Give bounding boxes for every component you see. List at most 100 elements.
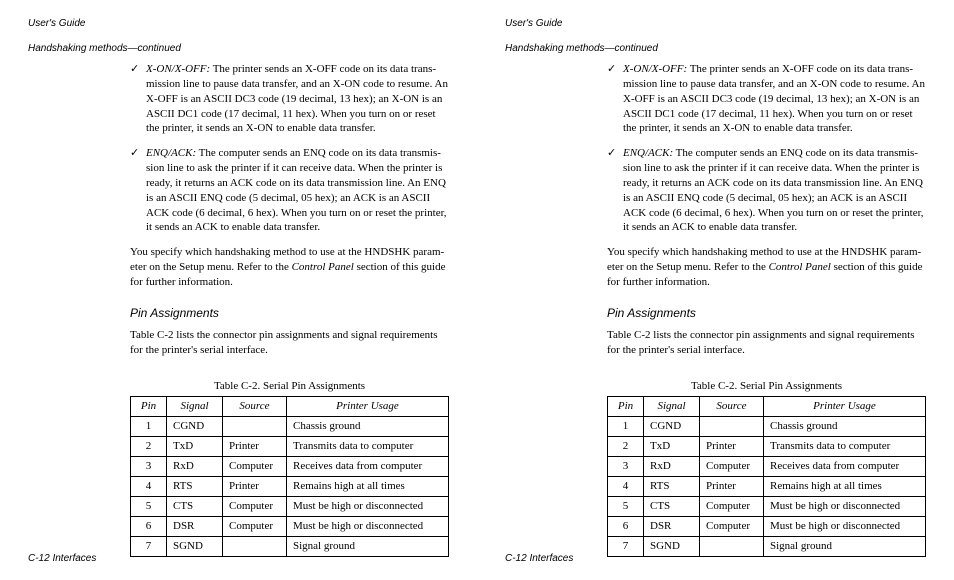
cell-usage: Signal ground [764, 536, 926, 556]
body-content: ✓ X-ON/X-OFF: The printer sends an X-OFF… [28, 62, 449, 300]
bullet-enq-ack: ✓ ENQ/ACK: The computer sends an ENQ cod… [130, 146, 449, 235]
cell-signal: SGND [167, 536, 223, 556]
cell-source: Printer [223, 436, 287, 456]
col-pin: Pin [608, 396, 644, 416]
section-pin-assignments: Pin Assignments [28, 306, 449, 320]
method-paragraph: You specify which handshaking method to … [607, 245, 926, 290]
cell-signal: RTS [167, 476, 223, 496]
cell-source: Printer [700, 476, 764, 496]
method-paragraph: You specify which handshaking method to … [130, 245, 449, 290]
bullet-text: The computer sends an ENQ code on its da… [623, 147, 924, 233]
bullet-enq-ack: ✓ ENQ/ACK: The computer sends an ENQ cod… [607, 146, 926, 235]
cell-usage: Must be high or disconnected [287, 516, 449, 536]
cell-pin: 5 [608, 496, 644, 516]
table-row: 3RxDComputerReceives data from computer [608, 456, 926, 476]
section-continued: Handshaking methods—continued [505, 43, 926, 54]
cell-pin: 7 [131, 536, 167, 556]
cell-source: Computer [700, 496, 764, 516]
col-usage: Printer Usage [287, 396, 449, 416]
cell-source [700, 416, 764, 436]
cell-signal: DSR [644, 516, 700, 536]
table-row: 4RTSPrinterRemains high at all times [131, 476, 449, 496]
bullet-text: The computer sends an ENQ code on its da… [146, 147, 447, 233]
cell-signal: DSR [167, 516, 223, 536]
table-row: 7SGND Signal ground [608, 536, 926, 556]
cell-usage: Must be high or disconnected [764, 496, 926, 516]
table-row: 7SGND Signal ground [131, 536, 449, 556]
table-header-row: Pin Signal Source Printer Usage [608, 396, 926, 416]
table-body-left: 1CGNDChassis ground2TxDPrinterTransmits … [131, 416, 449, 556]
table-row: 1CGND Chassis ground [131, 416, 449, 436]
table-caption: Table C-2. Serial Pin Assignments [505, 380, 926, 392]
cell-pin: 3 [608, 456, 644, 476]
cell-usage: Must be high or disconnected [764, 516, 926, 536]
table-wrap: Pin Signal Source Printer Usage 1CGND Cha… [505, 396, 926, 557]
cell-signal: TxD [644, 436, 700, 456]
cell-signal: RxD [167, 456, 223, 476]
cell-pin: 7 [608, 536, 644, 556]
check-icon: ✓ [607, 62, 616, 77]
bullet-term: ENQ/ACK: [623, 147, 673, 159]
pin-intro: Table C-2 lists the connector pin assign… [607, 328, 926, 358]
table-caption: Table C-2. Serial Pin Assignments [28, 380, 449, 392]
col-source: Source [700, 396, 764, 416]
para-italic: Control Panel [769, 261, 831, 273]
col-pin: Pin [131, 396, 167, 416]
cell-signal: CGND [167, 416, 223, 436]
cell-source [223, 416, 287, 436]
table-header-row: Pin Signal Source Printer Usage [131, 396, 449, 416]
cell-usage: Signal ground [287, 536, 449, 556]
table-row: 5CTSComputerMust be high or disconnected [608, 496, 926, 516]
cell-source: Computer [223, 516, 287, 536]
cell-pin: 5 [131, 496, 167, 516]
cell-usage: Remains high at all times [287, 476, 449, 496]
section-pin-assignments: Pin Assignments [505, 306, 926, 320]
page-footer: C-12 Interfaces [28, 553, 96, 564]
cell-source: Computer [700, 516, 764, 536]
table-body-right: 1CGND Chassis ground 2TxDPrinterTransmits … [608, 416, 926, 556]
section-continued: Handshaking methods—continued [28, 43, 449, 54]
pin-intro: Table C-2 lists the connector pin assign… [130, 328, 449, 358]
cell-usage: Receives data from computer [287, 456, 449, 476]
cell-source [223, 536, 287, 556]
pin-table: Pin Signal Source Printer Usage 1CGND Cha… [607, 396, 926, 557]
bullet-term: X-ON/X-OFF: [623, 63, 687, 75]
doc-header: User's Guide [505, 18, 926, 29]
bullet-xon-xoff: ✓ X-ON/X-OFF: The printer sends an X-OFF… [130, 62, 449, 136]
cell-usage: Remains high at all times [764, 476, 926, 496]
cell-pin: 1 [608, 416, 644, 436]
table-row: 4RTSPrinterRemains high at all times [608, 476, 926, 496]
bullet-term: X-ON/X-OFF: [146, 63, 210, 75]
cell-usage: Chassis ground [764, 416, 926, 436]
cell-pin: 1 [131, 416, 167, 436]
check-icon: ✓ [130, 62, 139, 77]
body-content: ✓ X-ON/X-OFF: The printer sends an X-OFF… [505, 62, 926, 300]
cell-usage: Chassis ground [287, 416, 449, 436]
cell-source: Printer [223, 476, 287, 496]
cell-pin: 6 [131, 516, 167, 536]
cell-usage: Transmits data to computer [764, 436, 926, 456]
cell-usage: Transmits data to computer [287, 436, 449, 456]
bullet-term: ENQ/ACK: [146, 147, 196, 159]
pin-intro-wrap: Table C-2 lists the connector pin assign… [28, 328, 449, 368]
pin-intro-wrap: Table C-2 lists the connector pin assign… [505, 328, 926, 368]
check-icon: ✓ [130, 146, 139, 161]
cell-signal: SGND [644, 536, 700, 556]
cell-source [700, 536, 764, 556]
cell-pin: 4 [608, 476, 644, 496]
page-right: User's Guide Handshaking methods—continu… [477, 0, 954, 580]
bullet-xon-xoff: ✓ X-ON/X-OFF: The printer sends an X-OFF… [607, 62, 926, 136]
page-left: User's Guide Handshaking methods—continu… [0, 0, 477, 580]
col-usage: Printer Usage [764, 396, 926, 416]
cell-pin: 2 [608, 436, 644, 456]
cell-signal: CTS [644, 496, 700, 516]
cell-signal: CGND [644, 416, 700, 436]
cell-signal: TxD [167, 436, 223, 456]
table-row: 6DSRComputerMust be high or disconnected [608, 516, 926, 536]
cell-pin: 4 [131, 476, 167, 496]
cell-source: Computer [700, 456, 764, 476]
col-source: Source [223, 396, 287, 416]
table-wrap: Pin Signal Source Printer Usage 1CGND Cha… [28, 396, 449, 557]
pin-table: Pin Signal Source Printer Usage 1CGND Cha… [130, 396, 449, 557]
check-icon: ✓ [607, 146, 616, 161]
